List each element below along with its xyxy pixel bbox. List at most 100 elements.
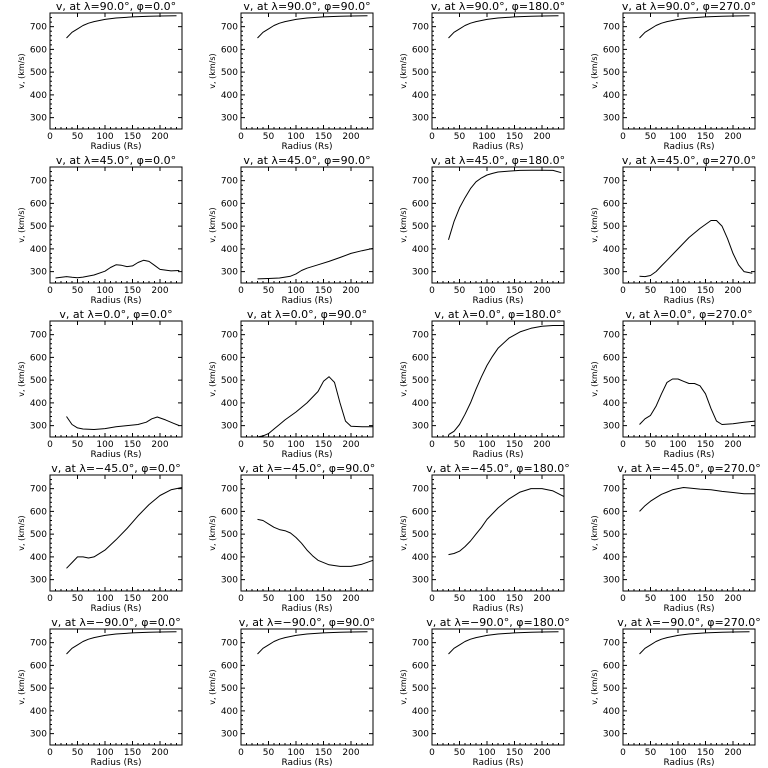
y-tick-label: 300 <box>603 730 620 740</box>
y-tick-label: 700 <box>221 177 238 187</box>
x-tick-label: 150 <box>124 594 141 604</box>
x-tick-label: 150 <box>697 594 714 604</box>
y-tick-label: 500 <box>412 68 429 78</box>
y-tick-label: 300 <box>30 422 47 432</box>
y-tick-label: 700 <box>30 177 47 187</box>
y-tick-label: 400 <box>221 91 238 101</box>
y-axis-label: v, (km/s) <box>590 207 599 242</box>
x-tick-label: 150 <box>697 286 714 296</box>
x-axis-label: Radius (Rs) <box>663 450 714 460</box>
y-axis-label: v, (km/s) <box>17 669 26 704</box>
plot-frame <box>622 320 756 438</box>
y-tick-label: 300 <box>412 114 429 124</box>
x-tick-label: 100 <box>287 132 304 142</box>
x-tick-label: 200 <box>151 594 168 604</box>
panel-title: v, at λ=−45.0°, φ=0.0° <box>51 462 180 475</box>
plot-frame <box>431 166 565 284</box>
x-tick-label: 0 <box>238 594 244 604</box>
plot-frame <box>622 628 756 746</box>
x-tick-label: 50 <box>645 132 657 142</box>
x-tick-label: 50 <box>645 594 657 604</box>
panel-3: v, at λ=90.0°, φ=180.0° 0 50 100 150 200 300 40… <box>399 0 565 152</box>
x-tick-label: 100 <box>478 132 495 142</box>
panel-5: v, at λ=45.0°, φ=0.0° 0 50 100 150 200 300 400 5… <box>17 154 183 306</box>
y-tick-label: 300 <box>412 576 429 586</box>
y-tick-label: 500 <box>603 68 620 78</box>
x-tick-label: 200 <box>724 594 741 604</box>
panel-title: v, at λ=−90.0°, φ=90.0° <box>239 616 375 629</box>
y-tick-label: 600 <box>412 45 429 55</box>
y-tick-label: 500 <box>412 222 429 232</box>
panel-20: v, at λ=−90.0°, φ=270.0° 0 50 100 150 200 300 4… <box>590 616 761 768</box>
y-tick-label: 700 <box>603 331 620 341</box>
x-tick-label: 200 <box>724 132 741 142</box>
panel-4: v, at λ=90.0°, φ=270.0° 0 50 100 150 200 300 40… <box>590 0 756 152</box>
panel-title: v, at λ=−45.0°, φ=90.0° <box>239 462 375 475</box>
plot-frame <box>240 12 374 130</box>
y-tick-label: 500 <box>412 376 429 386</box>
panel-title: v, at λ=45.0°, φ=180.0° <box>431 154 565 167</box>
x-tick-label: 0 <box>47 440 53 450</box>
series-line <box>639 631 750 655</box>
y-tick-label: 700 <box>412 23 429 33</box>
x-tick-label: 0 <box>47 286 53 296</box>
y-tick-label: 500 <box>603 222 620 232</box>
series-line <box>257 15 368 39</box>
x-tick-label: 50 <box>645 286 657 296</box>
panel-title: v, at λ=−90.0°, φ=0.0° <box>51 616 180 629</box>
plot-frame <box>431 628 565 746</box>
y-axis-label: v, (km/s) <box>590 515 599 550</box>
y-axis-label: v, (km/s) <box>399 515 408 550</box>
series-line <box>448 488 565 556</box>
x-tick-label: 150 <box>697 748 714 758</box>
x-tick-label: 100 <box>96 286 113 296</box>
y-tick-label: 600 <box>603 507 620 517</box>
panel-title: v, at λ=45.0°, φ=90.0° <box>243 154 370 167</box>
y-tick-label: 400 <box>30 399 47 409</box>
x-tick-label: 50 <box>263 748 275 758</box>
y-tick-label: 600 <box>221 199 238 209</box>
x-tick-label: 0 <box>429 286 435 296</box>
x-tick-label: 50 <box>454 440 466 450</box>
x-tick-label: 50 <box>263 286 275 296</box>
y-tick-label: 700 <box>603 23 620 33</box>
series-line <box>448 15 559 39</box>
panel-title: v, at λ=−90.0°, φ=270.0° <box>617 616 760 629</box>
panel-17: v, at λ=−90.0°, φ=0.0° 0 50 100 150 200 300 400… <box>17 616 183 768</box>
y-tick-label: 300 <box>221 576 238 586</box>
x-tick-label: 0 <box>238 286 244 296</box>
plot-frame <box>431 12 565 130</box>
x-tick-label: 150 <box>697 132 714 142</box>
series-line <box>448 325 564 436</box>
series-line <box>448 631 559 655</box>
x-axis-label: Radius (Rs) <box>663 758 714 768</box>
y-tick-label: 700 <box>30 485 47 495</box>
series-line <box>257 247 374 280</box>
y-axis-label: v, (km/s) <box>208 53 217 88</box>
y-tick-label: 400 <box>603 91 620 101</box>
y-tick-label: 300 <box>221 422 238 432</box>
x-tick-label: 150 <box>506 132 523 142</box>
y-tick-label: 500 <box>412 684 429 694</box>
x-axis-label: Radius (Rs) <box>281 450 332 460</box>
x-tick-label: 150 <box>124 132 141 142</box>
panel-18: v, at λ=−90.0°, φ=90.0° 0 50 100 150 200 300 40… <box>208 616 375 768</box>
y-tick-label: 700 <box>221 331 238 341</box>
x-tick-label: 0 <box>620 132 626 142</box>
x-tick-label: 150 <box>506 748 523 758</box>
panel-title: v, at λ=90.0°, φ=90.0° <box>243 0 370 13</box>
y-tick-label: 300 <box>603 114 620 124</box>
y-tick-label: 700 <box>603 639 620 649</box>
y-axis-label: v, (km/s) <box>208 361 217 396</box>
x-tick-label: 50 <box>72 286 84 296</box>
x-tick-label: 100 <box>287 594 304 604</box>
x-tick-label: 50 <box>72 594 84 604</box>
x-tick-label: 150 <box>124 748 141 758</box>
panel-title: v, at λ=−45.0°, φ=180.0° <box>426 462 569 475</box>
y-axis-label: v, (km/s) <box>17 361 26 396</box>
x-tick-label: 100 <box>287 748 304 758</box>
x-tick-label: 150 <box>315 440 332 450</box>
y-tick-label: 400 <box>30 707 47 717</box>
series-line <box>257 518 374 567</box>
x-tick-label: 200 <box>151 132 168 142</box>
